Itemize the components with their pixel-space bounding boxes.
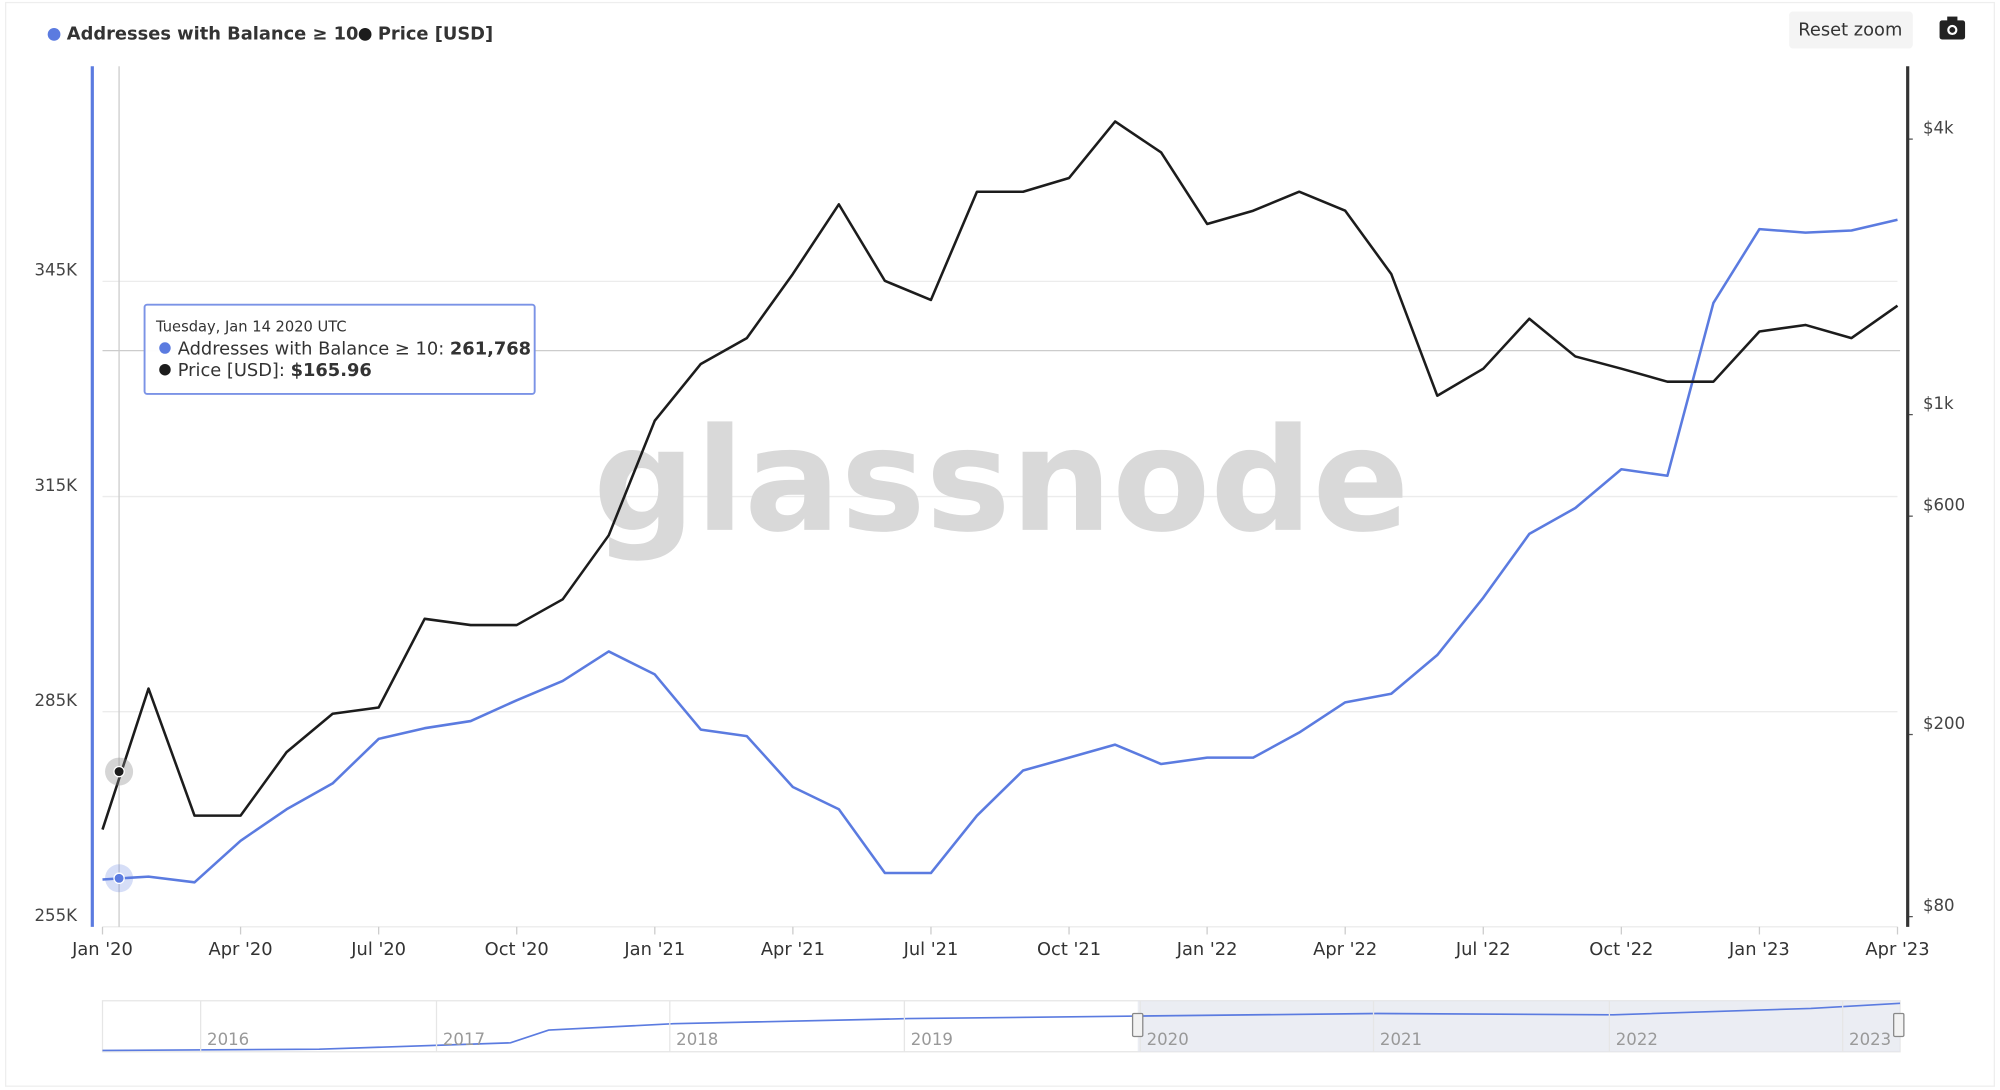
tooltip-row: Addresses with Balance ≥ 10: 261,768 (178, 338, 531, 359)
x-tick-label: Oct '20 (485, 939, 549, 960)
x-tick-label: Jan '20 (71, 939, 133, 960)
y2-tick-label: $80 (1923, 896, 1955, 915)
navigator-label: 2018 (676, 1030, 718, 1049)
camera-icon[interactable] (1939, 16, 1966, 40)
navigator-label: 2022 (1616, 1030, 1658, 1049)
tooltip-series: Price [USD] (178, 360, 279, 381)
navigator-label: 2016 (207, 1030, 249, 1049)
series-line (101, 120, 1899, 830)
legend-marker (358, 28, 372, 41)
hover-point (113, 765, 125, 778)
hover-point (113, 872, 125, 885)
legend-marker (47, 28, 61, 41)
x-tick-label: Jul '22 (1455, 939, 1511, 960)
legend-item[interactable]: Addresses with Balance ≥ 10 (67, 23, 359, 44)
tooltip-row: Price [USD]: $165.96 (178, 360, 372, 381)
navigator-label: 2023 (1849, 1030, 1891, 1049)
y-tick-label: 285K (35, 691, 79, 710)
x-tick-label: Jul '21 (903, 939, 959, 960)
x-tick-label: Jul '20 (350, 939, 406, 960)
legend-item[interactable]: Price [USD] (378, 23, 493, 44)
watermark: glassnode (593, 397, 1409, 564)
navigator-label: 2019 (911, 1030, 953, 1049)
navigator-label: 2020 (1147, 1030, 1189, 1049)
y2-tick-label: $4k (1923, 118, 1954, 137)
x-tick-label: Oct '21 (1037, 939, 1101, 960)
navigator-series (102, 1002, 1901, 1052)
tooltip-date: Tuesday, Jan 14 2020 UTC (155, 319, 347, 336)
tooltip-value: 261,768 (450, 338, 531, 359)
tooltip: Tuesday, Jan 14 2020 UTC Addresses with … (143, 303, 536, 395)
tooltip-value: $165.96 (291, 360, 372, 381)
x-tick-label: Apr '22 (1313, 939, 1377, 960)
navigator-handle[interactable] (1893, 1012, 1905, 1038)
y2-tick-label: $1k (1923, 394, 1954, 413)
x-tick-label: Jan '23 (1728, 939, 1790, 960)
plot (101, 120, 1899, 893)
x-tick-label: Jan '21 (623, 939, 685, 960)
navigator-label: 2017 (443, 1030, 485, 1049)
x-tick-label: Apr '23 (1865, 939, 1929, 960)
x-tick-label: Oct '22 (1589, 939, 1653, 960)
frame (4, 1, 1996, 1087)
series-line (102, 218, 1898, 884)
navigator-label: 2021 (1380, 1030, 1422, 1049)
x-tick-label: Jan '22 (1176, 939, 1238, 960)
x-tick-label: Apr '20 (209, 939, 273, 960)
reset-zoom-label[interactable]: Reset zoom (1798, 20, 1902, 41)
y2-tick-label: $200 (1923, 714, 1965, 733)
y-tick-label: 315K (35, 476, 79, 495)
reset-zoom-button[interactable] (1789, 11, 1913, 49)
navigator-handle[interactable] (1131, 1012, 1144, 1038)
y-tick-label: 345K (35, 261, 79, 280)
tooltip-series: Addresses with Balance ≥ 10 (178, 338, 438, 359)
grid (101, 138, 1913, 935)
navigator-labels: 2016 2017 2018 2019 2020 2021 2022 2023 (200, 1000, 1891, 1052)
y2-tick-label: $600 (1923, 495, 1965, 514)
x-tick-label: Apr '21 (761, 939, 825, 960)
y-tick-label: 255K (35, 906, 79, 925)
